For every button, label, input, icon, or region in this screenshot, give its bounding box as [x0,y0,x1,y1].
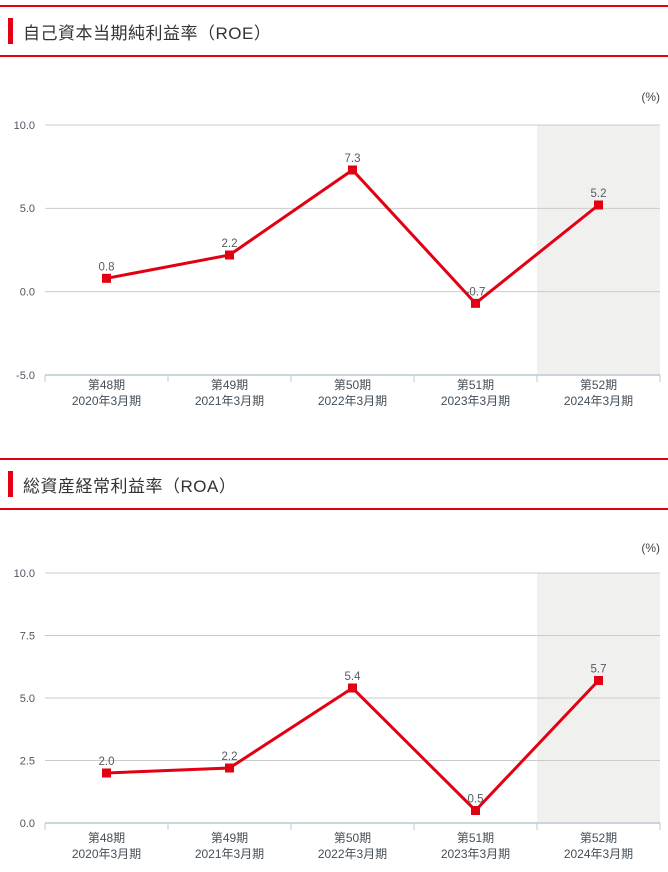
section-title-roa: 総資産経常利益率（ROA） [23,476,237,496]
x-tick-label-period: 第49期 [211,831,248,845]
x-tick-label-year: 2022年3月期 [318,847,387,861]
x-tick-label-year: 2020年3月期 [72,394,141,408]
y-tick-label: 10.0 [14,120,35,132]
y-tick-label: 0.0 [20,287,35,299]
y-tick-label: 10.0 [14,568,35,580]
data-point-marker [348,165,357,175]
y-tick-label: 2.5 [20,755,35,767]
data-point-value: -0.7 [466,286,486,298]
x-tick-label-year: 2024年3月期 [564,847,633,861]
data-point-marker [471,298,480,308]
y-tick-label: 7.5 [20,630,35,642]
x-tick-label-year: 2022年3月期 [318,394,387,408]
data-point-marker [348,683,357,693]
data-point-value: 0.5 [468,794,484,806]
title-accent-bar [8,18,13,44]
y-tick-label: 5.0 [20,203,35,215]
x-tick-label-period: 第48期 [88,378,125,392]
x-tick-label-period: 第52期 [580,831,617,845]
x-tick-label-period: 第49期 [211,378,248,392]
data-point-value: 2.2 [222,238,238,250]
data-point-marker [102,768,111,778]
data-point-marker [471,806,480,815]
data-point-marker [102,273,111,283]
data-point-marker [225,250,234,260]
x-tick-label-year: 2020年3月期 [72,847,141,861]
x-tick-label-period: 第50期 [334,831,371,845]
x-tick-label-period: 第51期 [457,831,494,845]
x-tick-label-year: 2021年3月期 [195,394,264,408]
data-point-value: 7.3 [345,153,361,165]
y-tick-label: -5.0 [16,370,35,382]
section-title-roe: 自己資本当期純利益率（ROE） [23,23,272,43]
x-tick-label-period: 第52期 [580,378,617,392]
x-tick-label-year: 2023年3月期 [441,394,510,408]
x-tick-label-period: 第50期 [334,378,371,392]
series-line [106,679,600,813]
x-tick-label-year: 2021年3月期 [195,847,264,861]
y-tick-label: 5.0 [20,693,35,705]
section-roa: 総資産経常利益率（ROA） (%) 10.0 7.5 5.0 2.5 0.0 第48期 202… [0,458,668,872]
unit-label: (%) [641,90,660,104]
data-point-marker [594,676,603,685]
section-header-roa: 総資産経常利益率（ROA） [0,458,668,510]
section-header-roe: 自己資本当期純利益率（ROE） [0,5,668,57]
unit-label: (%) [641,541,660,555]
highlight-band [537,125,660,375]
data-point-value: 5.4 [345,671,362,683]
roa-line-chart: (%) 10.0 7.5 5.0 2.5 0.0 第48期 2020年3月期 第49期 2021年… [14,541,661,861]
data-point-value: 5.2 [591,188,607,200]
roe-line-chart: (%) 10.0 5.0 0.0 -5.0 第48期 2020年3月期 第49期 2021年3月… [14,90,661,408]
data-point-value: 0.8 [99,261,115,273]
data-point-value: 5.7 [591,664,607,676]
data-point-marker [594,200,603,210]
data-point-value: 2.0 [99,756,115,768]
x-tick-label-period: 第51期 [457,378,494,392]
x-tick-label-year: 2024年3月期 [564,394,633,408]
y-tick-label: 0.0 [20,818,35,830]
x-tick-label-period: 第48期 [88,831,125,845]
data-point-marker [225,763,234,773]
section-roe: 自己資本当期純利益率（ROE） (%) 10.0 5.0 0.0 -5.0 第48期 202… [0,5,668,415]
title-accent-bar [8,471,13,497]
series-line [106,168,600,306]
x-tick-label-year: 2023年3月期 [441,847,510,861]
data-point-value: 2.2 [222,751,238,763]
